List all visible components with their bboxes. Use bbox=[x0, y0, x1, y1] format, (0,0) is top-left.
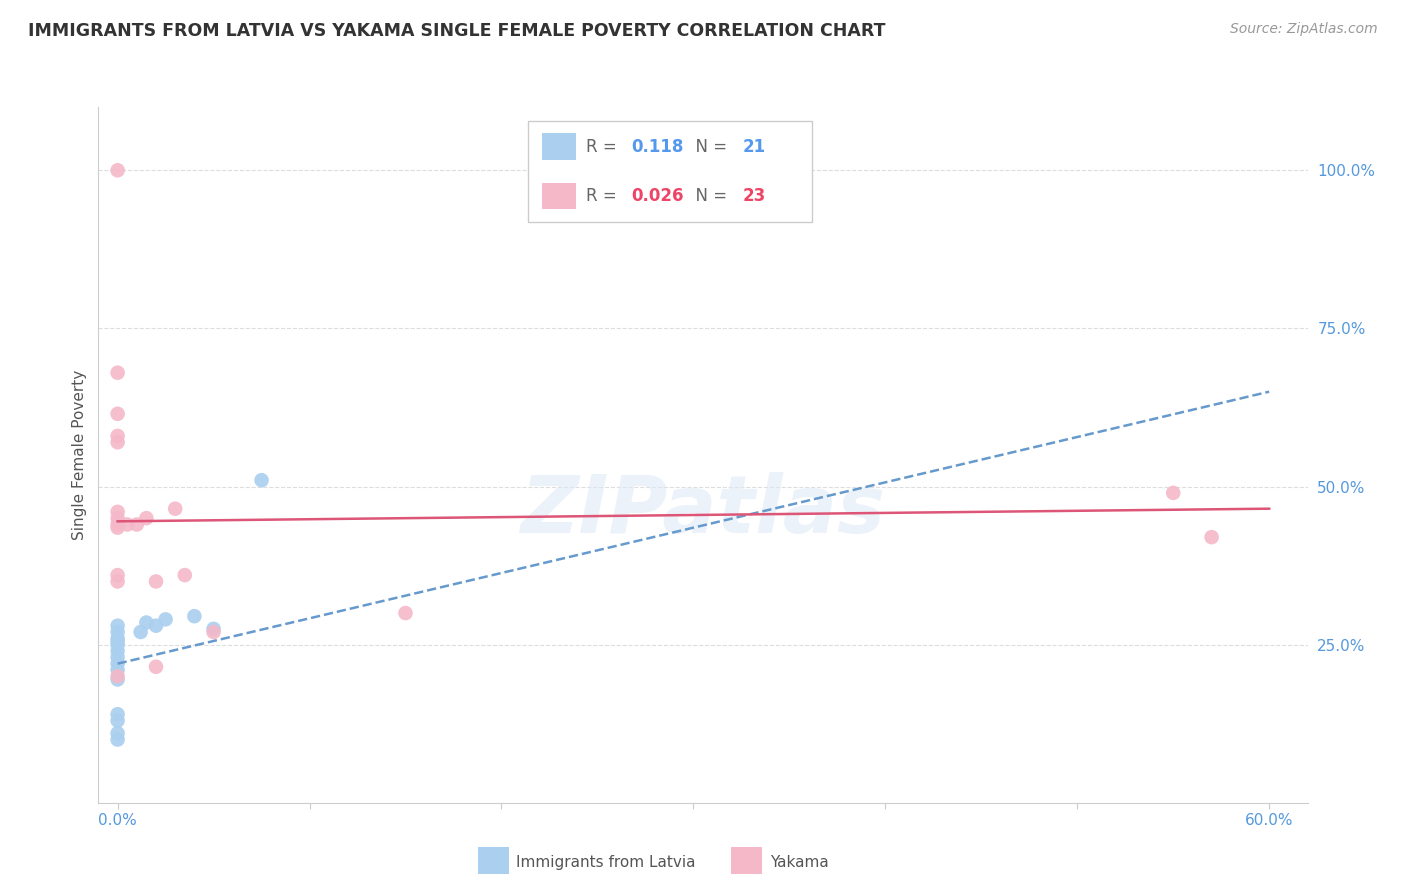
Text: ZIPatlas: ZIPatlas bbox=[520, 472, 886, 549]
Point bbox=[250, 473, 273, 487]
Point bbox=[107, 574, 129, 589]
Point bbox=[107, 714, 129, 728]
Point bbox=[1161, 486, 1184, 500]
Point bbox=[107, 732, 129, 747]
Point bbox=[107, 638, 129, 652]
Text: Immigrants from Latvia: Immigrants from Latvia bbox=[516, 855, 696, 870]
Point bbox=[107, 618, 129, 632]
Point bbox=[107, 644, 129, 658]
Text: N =: N = bbox=[685, 187, 733, 205]
Point bbox=[107, 726, 129, 740]
Text: Yakama: Yakama bbox=[770, 855, 830, 870]
Point bbox=[107, 407, 129, 421]
Point bbox=[107, 163, 129, 178]
Point bbox=[145, 574, 167, 589]
Point bbox=[107, 366, 129, 380]
Point bbox=[107, 663, 129, 677]
Point bbox=[107, 669, 129, 683]
FancyBboxPatch shape bbox=[543, 134, 576, 160]
Point bbox=[107, 521, 129, 535]
Point bbox=[107, 673, 129, 687]
Text: 21: 21 bbox=[742, 137, 766, 156]
Text: 0.118: 0.118 bbox=[631, 137, 685, 156]
Point bbox=[107, 429, 129, 443]
Point bbox=[115, 517, 138, 532]
Point bbox=[107, 657, 129, 671]
Point bbox=[145, 660, 167, 674]
Text: R =: R = bbox=[586, 187, 621, 205]
Point bbox=[107, 517, 129, 532]
Point bbox=[145, 618, 167, 632]
Text: R =: R = bbox=[586, 137, 621, 156]
Text: Source: ZipAtlas.com: Source: ZipAtlas.com bbox=[1230, 22, 1378, 37]
Text: IMMIGRANTS FROM LATVIA VS YAKAMA SINGLE FEMALE POVERTY CORRELATION CHART: IMMIGRANTS FROM LATVIA VS YAKAMA SINGLE … bbox=[28, 22, 886, 40]
Point bbox=[107, 707, 129, 722]
Point bbox=[107, 634, 129, 648]
Point bbox=[202, 622, 225, 636]
Point bbox=[107, 568, 129, 582]
Text: N =: N = bbox=[685, 137, 733, 156]
Point bbox=[129, 625, 152, 640]
Point bbox=[107, 632, 129, 646]
Point bbox=[107, 511, 129, 525]
Point bbox=[394, 606, 416, 620]
Point bbox=[135, 511, 157, 525]
Point bbox=[125, 517, 148, 532]
Point bbox=[155, 612, 177, 626]
Point bbox=[107, 625, 129, 640]
Text: 0.026: 0.026 bbox=[631, 187, 685, 205]
Point bbox=[202, 625, 225, 640]
Point bbox=[107, 650, 129, 665]
Point bbox=[135, 615, 157, 630]
Point bbox=[165, 501, 187, 516]
Point bbox=[183, 609, 205, 624]
Point bbox=[173, 568, 195, 582]
Text: 23: 23 bbox=[742, 187, 766, 205]
Y-axis label: Single Female Poverty: Single Female Poverty bbox=[72, 370, 87, 540]
Point bbox=[1201, 530, 1223, 544]
FancyBboxPatch shape bbox=[527, 121, 811, 222]
Point bbox=[107, 505, 129, 519]
Point bbox=[107, 435, 129, 450]
FancyBboxPatch shape bbox=[543, 183, 576, 210]
